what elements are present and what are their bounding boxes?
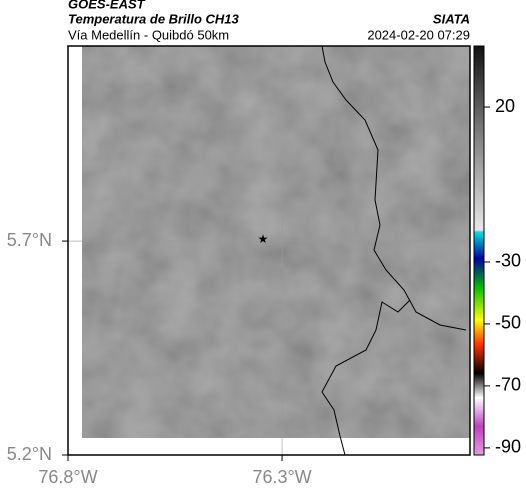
satellite-texture (82, 46, 470, 438)
colorbar (473, 45, 485, 456)
lon-tick-label: 76.3°W (252, 467, 311, 487)
colorbar-tick-label: -50 (495, 313, 521, 333)
brand: SIATA (433, 11, 470, 26)
title: Temperatura de Brillo CH13 (68, 11, 240, 26)
colorbar-tick-label: -30 (495, 251, 521, 271)
source: GOES-EAST (68, 0, 146, 11)
lat-tick-label: 5.2°N (7, 444, 52, 464)
boundary (321, 45, 467, 331)
colorbar-tick-label: -70 (495, 375, 521, 395)
colorbar-tick-label: 20 (495, 96, 515, 116)
subtitle: Vía Medellín - Quibdó 50km (68, 27, 229, 42)
colorbar-tick-label: -90 (495, 437, 521, 457)
lat-tick-label: 5.7°N (7, 230, 52, 250)
boundary (321, 299, 411, 456)
timestamp: 2024-02-20 07:29 (367, 27, 470, 42)
lon-tick-label: 76.8°W (38, 467, 97, 487)
location-marker: ★ (258, 232, 269, 246)
axes: 5.2°N 5.7°N 76.8°W 76.3°W 20 -30 -50 -70 -90 (7, 96, 521, 487)
map-frame (67, 45, 471, 456)
